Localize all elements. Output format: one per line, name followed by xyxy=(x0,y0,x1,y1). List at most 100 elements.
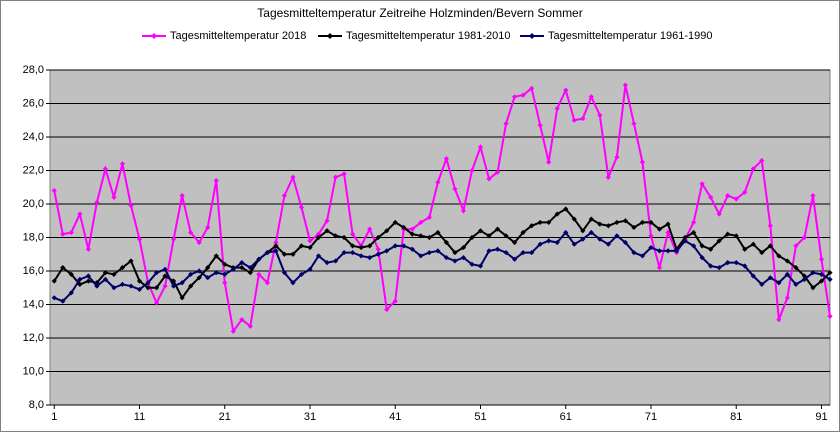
point-marker xyxy=(784,258,790,264)
point-marker xyxy=(665,229,671,236)
y-tick-label: 28,0 xyxy=(23,64,44,76)
point-marker xyxy=(622,82,629,88)
point-marker xyxy=(94,280,100,286)
point-marker xyxy=(725,260,731,266)
point-marker xyxy=(77,276,83,282)
point-marker xyxy=(605,174,611,180)
point-marker xyxy=(341,171,347,177)
point-marker xyxy=(145,285,151,291)
point-marker xyxy=(367,226,373,232)
point-marker xyxy=(51,295,57,301)
x-tick-label: 31 xyxy=(304,411,316,423)
x-tick-label: 61 xyxy=(560,411,572,423)
point-marker xyxy=(94,283,100,289)
point-marker xyxy=(520,92,526,98)
point-marker xyxy=(460,255,467,261)
point-marker xyxy=(68,229,74,236)
point-marker xyxy=(452,258,458,264)
point-marker xyxy=(68,271,74,277)
point-marker xyxy=(793,281,799,287)
point-marker xyxy=(77,211,83,217)
point-marker xyxy=(179,295,185,301)
point-marker xyxy=(298,204,305,210)
point-marker xyxy=(571,241,577,247)
y-tick-label: 14,0 xyxy=(23,298,44,310)
point-marker xyxy=(435,179,441,185)
point-marker xyxy=(153,285,160,291)
point-marker xyxy=(742,246,748,252)
point-marker xyxy=(68,290,74,296)
point-marker xyxy=(605,223,611,229)
x-tick-label: 1 xyxy=(51,411,57,423)
point-marker xyxy=(332,258,339,264)
point-marker xyxy=(725,231,731,237)
point-marker xyxy=(418,233,424,239)
point-marker xyxy=(264,280,270,286)
point-marker xyxy=(222,271,228,277)
point-marker xyxy=(614,219,620,226)
point-marker xyxy=(503,249,509,256)
point-marker xyxy=(742,263,748,269)
point-marker xyxy=(776,253,782,259)
point-marker xyxy=(511,256,518,262)
x-tick-label: 41 xyxy=(389,411,401,423)
point-marker xyxy=(725,193,731,199)
x-tick-label: 91 xyxy=(815,411,827,423)
point-marker xyxy=(529,223,535,229)
y-tick-label: 24,0 xyxy=(23,131,44,143)
point-marker xyxy=(494,226,501,232)
point-marker xyxy=(708,246,714,252)
point-marker xyxy=(656,226,663,232)
point-marker xyxy=(563,206,569,212)
point-marker xyxy=(119,265,126,271)
point-marker xyxy=(324,218,330,224)
point-marker xyxy=(486,176,492,182)
point-marker xyxy=(315,253,322,259)
point-marker xyxy=(554,239,560,246)
point-marker xyxy=(469,261,475,267)
point-marker xyxy=(205,265,211,271)
point-marker xyxy=(179,280,185,286)
point-marker xyxy=(196,268,202,274)
point-marker xyxy=(648,233,654,239)
point-marker xyxy=(759,249,765,256)
point-marker xyxy=(767,275,773,281)
point-marker xyxy=(699,255,705,261)
point-marker xyxy=(494,169,501,175)
point-marker xyxy=(290,280,296,286)
point-marker xyxy=(409,231,415,237)
point-marker xyxy=(247,323,253,329)
point-marker xyxy=(256,256,262,262)
point-marker xyxy=(239,316,245,323)
point-marker xyxy=(520,229,526,236)
point-marker xyxy=(597,236,603,242)
point-marker xyxy=(588,94,594,100)
point-marker xyxy=(469,167,475,174)
point-marker xyxy=(631,249,637,256)
point-marker xyxy=(452,249,458,256)
legend-marker xyxy=(327,33,333,39)
point-marker xyxy=(384,248,390,254)
point-marker xyxy=(205,224,211,231)
point-marker xyxy=(571,216,577,222)
point-marker xyxy=(827,276,833,282)
point-marker xyxy=(350,243,356,249)
point-marker xyxy=(196,275,202,281)
point-marker xyxy=(801,273,808,279)
point-marker xyxy=(656,248,663,254)
point-marker xyxy=(51,278,57,284)
point-marker xyxy=(375,246,381,252)
point-marker xyxy=(350,231,356,237)
point-marker xyxy=(597,221,603,227)
point-marker xyxy=(298,243,305,249)
point-marker xyxy=(128,258,134,264)
point-marker xyxy=(256,271,262,277)
point-marker xyxy=(367,243,373,249)
point-marker xyxy=(563,87,569,93)
point-marker xyxy=(60,231,66,237)
x-tick-label: 81 xyxy=(730,411,742,423)
point-marker xyxy=(315,234,322,241)
point-marker xyxy=(264,249,270,256)
point-marker xyxy=(60,265,66,271)
point-marker xyxy=(742,189,748,195)
